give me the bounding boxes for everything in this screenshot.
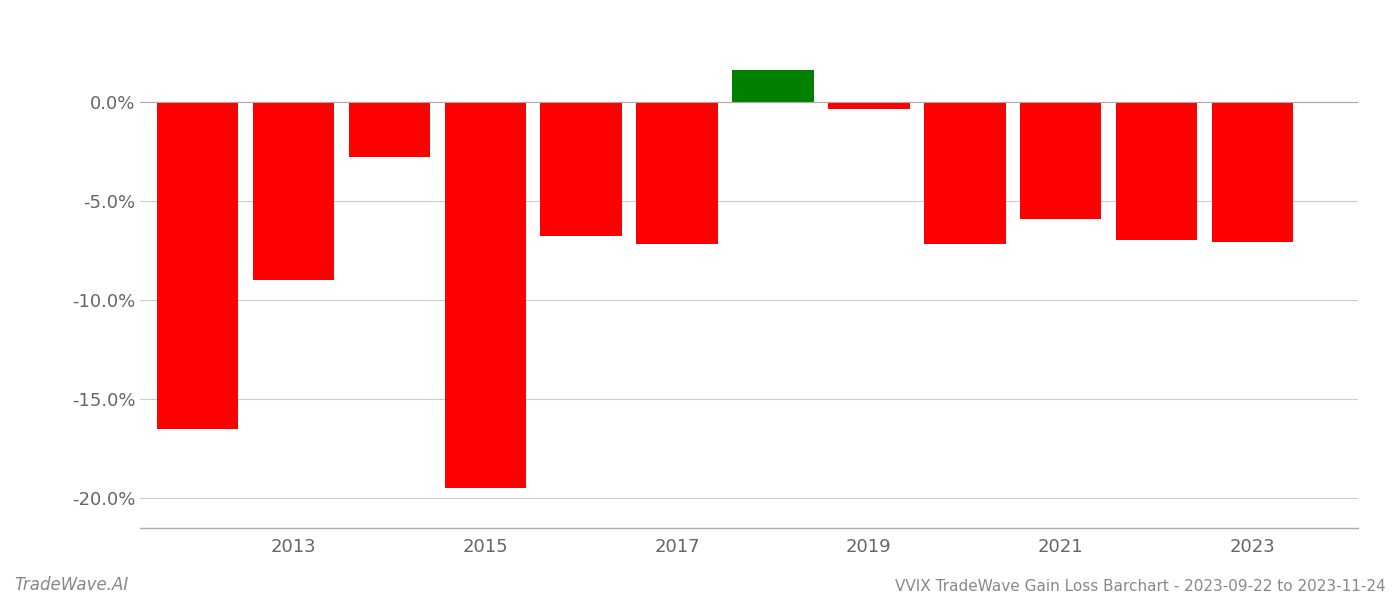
Bar [924,101,1005,244]
Bar [829,101,910,109]
Bar [252,101,335,280]
Text: VVIX TradeWave Gain Loss Barchart - 2023-09-22 to 2023-11-24: VVIX TradeWave Gain Loss Barchart - 2023… [896,579,1386,594]
Bar [637,101,718,244]
Text: TradeWave.AI: TradeWave.AI [14,576,129,594]
Bar [540,101,622,236]
Bar [157,101,238,429]
Bar [349,101,430,157]
Bar [1212,101,1294,242]
Bar [1116,101,1197,241]
Bar [1021,101,1102,218]
Bar [445,101,526,488]
Bar [732,70,813,101]
